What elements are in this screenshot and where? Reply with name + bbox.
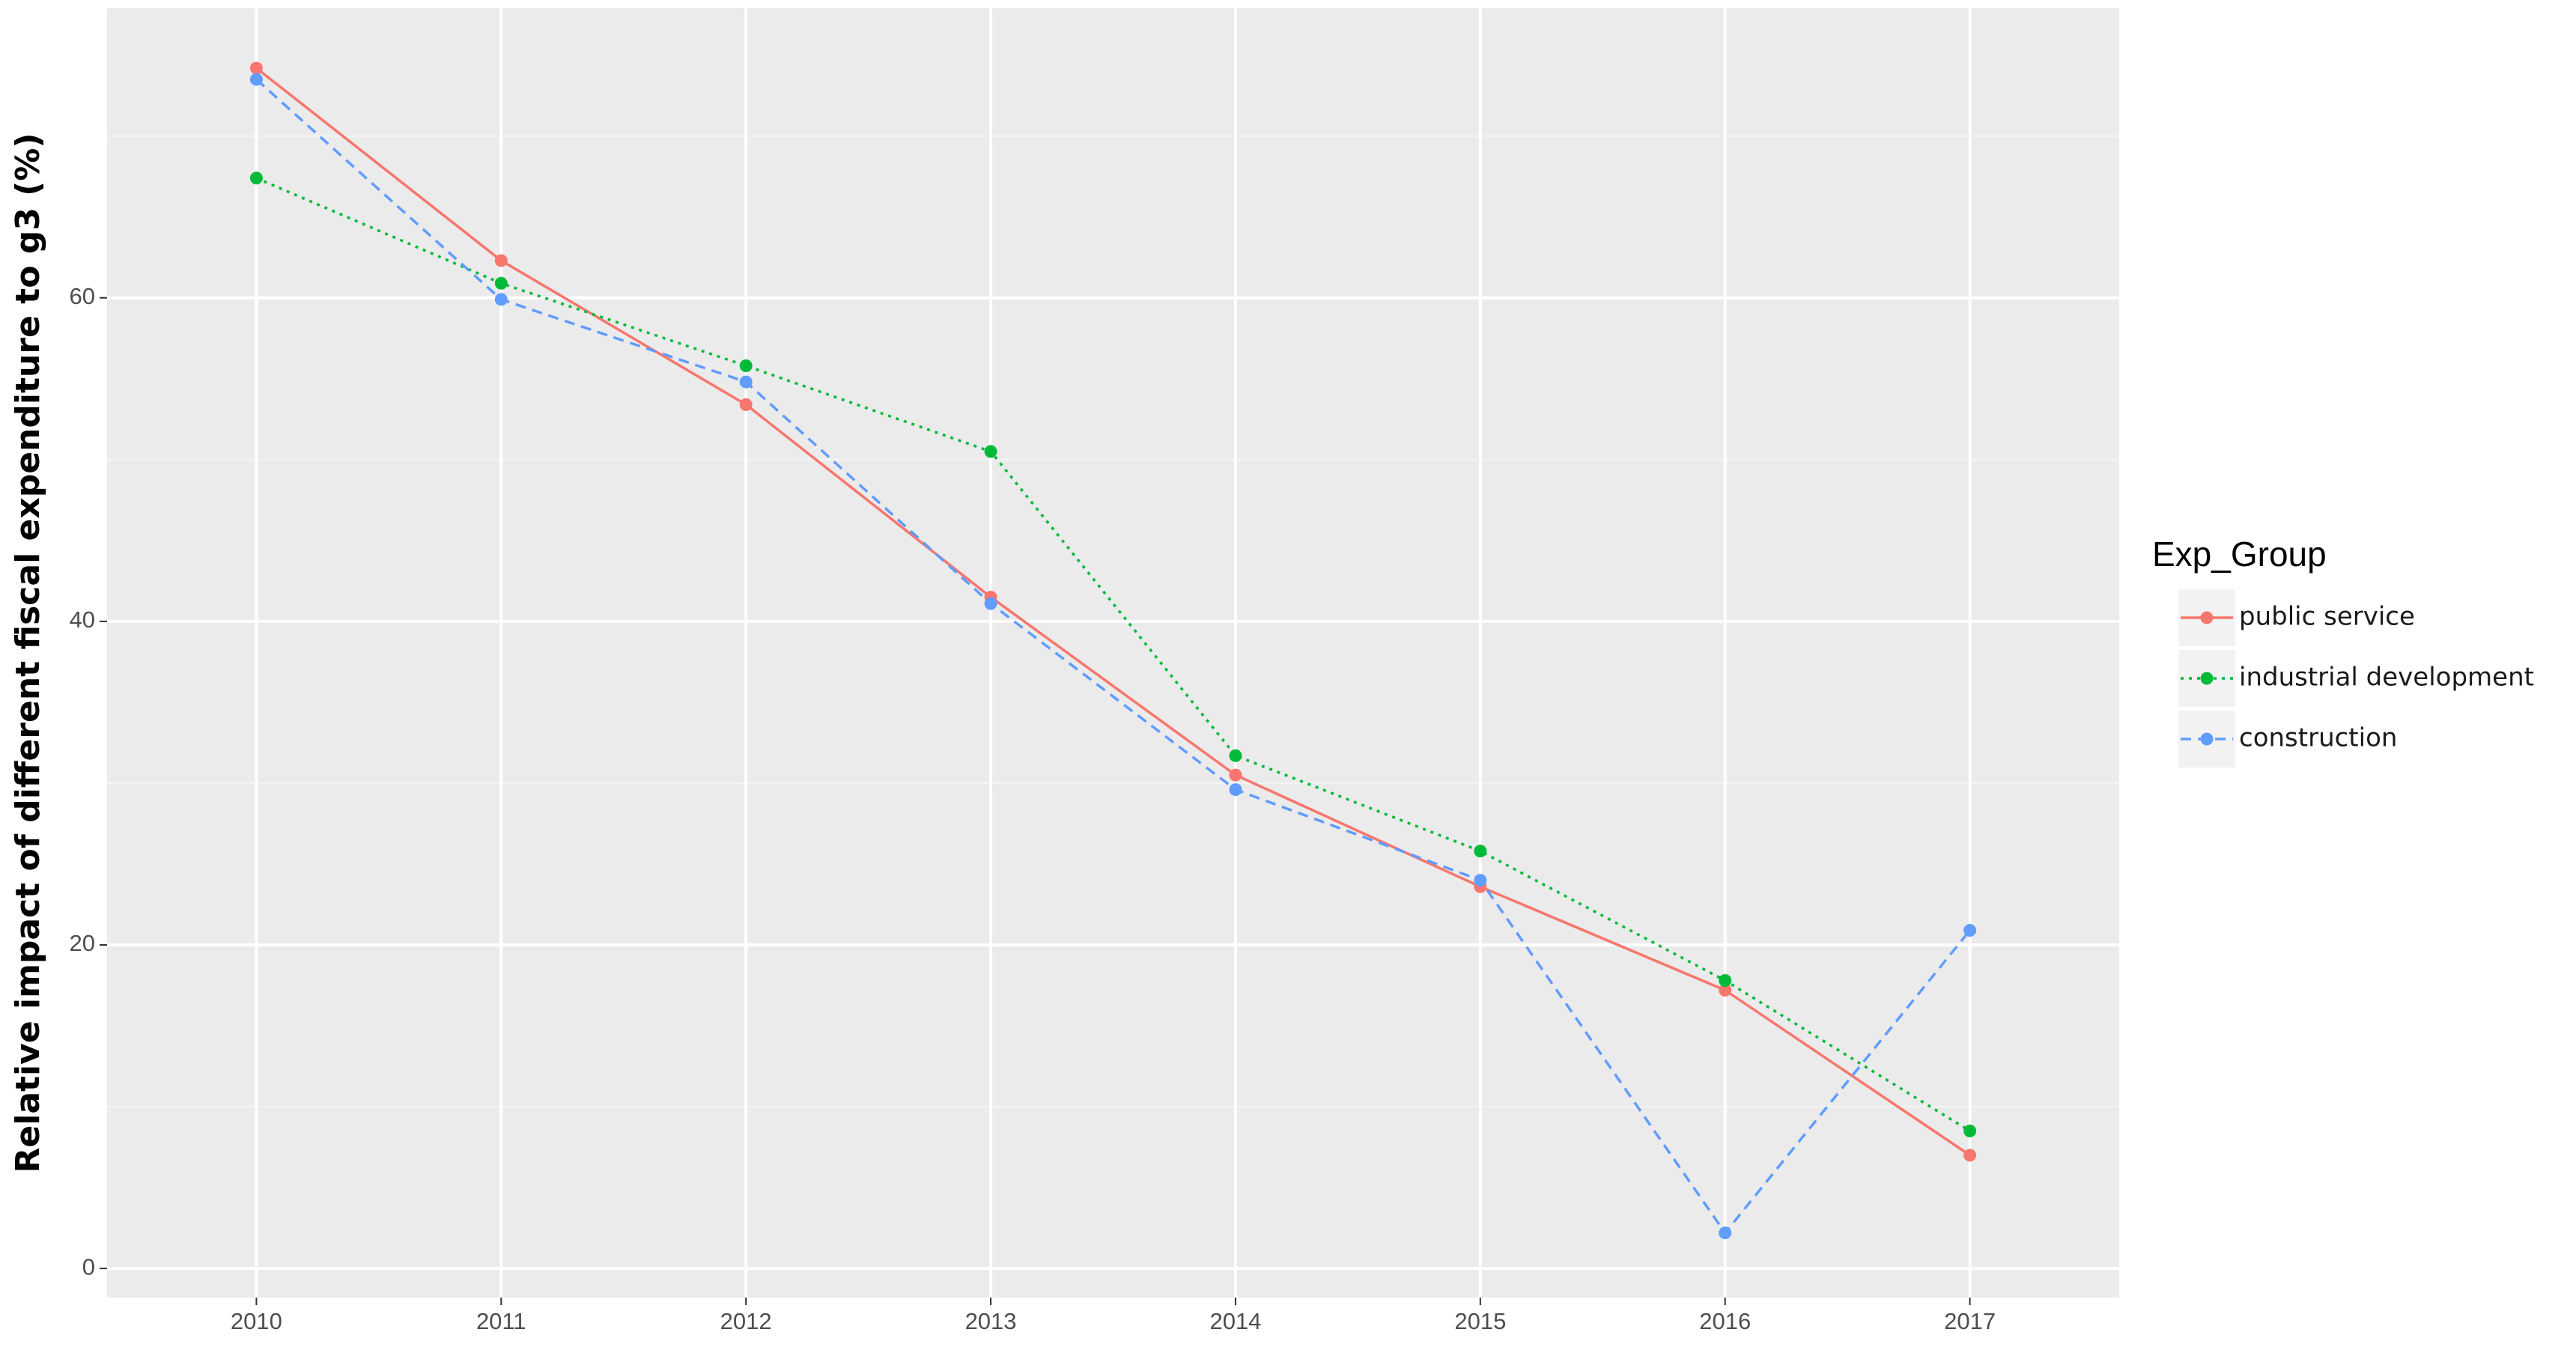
x-tick-label: 2012 xyxy=(720,1308,772,1334)
data-point xyxy=(1474,874,1487,887)
data-point xyxy=(1719,974,1732,988)
y-tick-label: 20 xyxy=(70,930,95,956)
data-point xyxy=(984,597,997,610)
data-point xyxy=(1963,1124,1977,1137)
y-tick-label: 0 xyxy=(82,1253,95,1280)
data-point xyxy=(984,445,997,458)
x-tick-label: 2010 xyxy=(231,1308,282,1334)
legend-title: Exp_Group xyxy=(2152,535,2327,574)
data-point xyxy=(1229,749,1242,762)
plot-panel xyxy=(107,8,2119,1298)
data-point xyxy=(1229,783,1242,797)
x-tick-label: 2016 xyxy=(1699,1308,1751,1334)
series-line xyxy=(255,67,1971,1157)
data-point xyxy=(249,61,263,75)
y-tick-label: 60 xyxy=(70,283,95,309)
data-point xyxy=(739,359,753,372)
data-point xyxy=(494,254,508,267)
legend-key-point xyxy=(2200,672,2214,685)
data-point xyxy=(739,375,753,389)
y-axis-title: Relative impact of different fiscal expe… xyxy=(9,133,47,1173)
data-point xyxy=(739,398,753,411)
series-line xyxy=(255,78,1971,1235)
data-point xyxy=(1963,924,1977,937)
x-tick-label: 2015 xyxy=(1454,1308,1506,1334)
legend-key-point xyxy=(2200,611,2214,624)
data-point xyxy=(494,293,508,306)
legend-label: construction xyxy=(2239,723,2397,753)
x-tick-label: 2013 xyxy=(965,1308,1017,1334)
data-point xyxy=(1229,768,1242,782)
legend-key-point xyxy=(2200,732,2214,746)
x-tick-label: 2011 xyxy=(476,1308,526,1334)
legend-label: industrial development xyxy=(2239,663,2534,693)
data-point xyxy=(1474,845,1487,858)
data-point xyxy=(249,171,263,185)
data-point xyxy=(1719,1226,1732,1240)
data-point xyxy=(1719,983,1732,997)
legend-label: public service xyxy=(2239,602,2415,632)
data-point xyxy=(249,73,263,86)
x-tick-label: 2017 xyxy=(1944,1308,1996,1334)
data-point xyxy=(1963,1149,1977,1162)
y-tick-label: 40 xyxy=(70,606,95,633)
x-tick-label: 2014 xyxy=(1209,1308,1261,1334)
data-point xyxy=(494,276,508,290)
